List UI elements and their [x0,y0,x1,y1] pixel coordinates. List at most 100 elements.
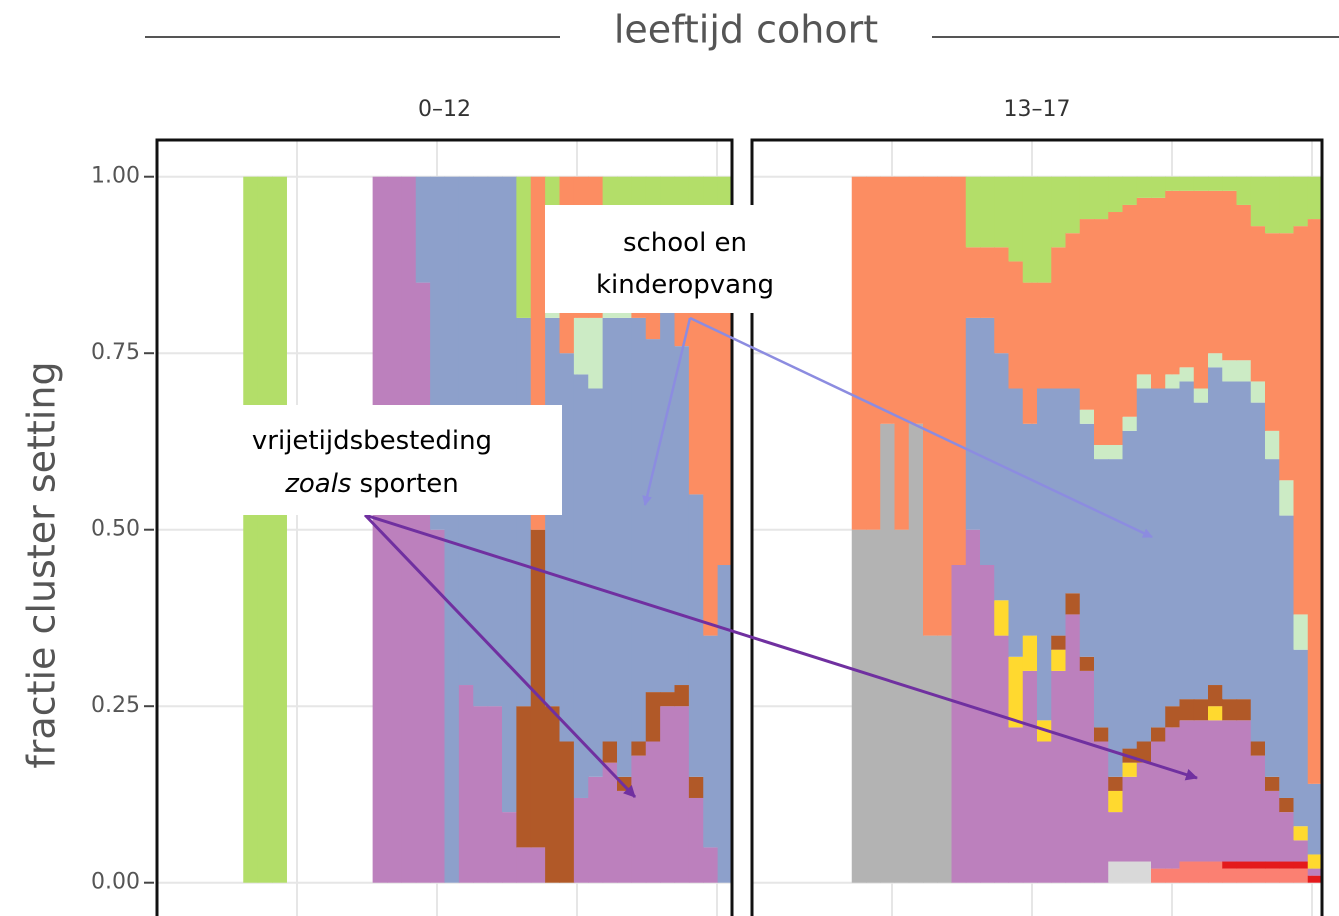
panel-border [155,138,734,916]
area-segment [1108,459,1124,777]
area-segment [1151,197,1166,389]
area-segment [1179,176,1195,191]
area-segment [851,176,867,530]
area-segment [573,374,589,798]
area-segment [937,176,953,636]
area-segment [688,494,704,777]
area-segment [980,317,995,566]
arrow [364,513,1198,781]
area-segment [1122,176,1138,205]
area-segment [272,176,287,883]
area-segment [1208,367,1223,686]
area-segment [645,692,661,742]
area-segment [573,317,589,375]
area-segment [1193,402,1209,700]
area-segment [717,282,733,566]
annotation-text: vrijetijdsbesteding [252,426,492,456]
area-segment [415,176,431,283]
area-segment [530,529,546,848]
area-segment [1293,176,1309,227]
area-segment [965,247,981,318]
area-segment [1193,190,1209,389]
area-segment [1151,176,1166,198]
area-segment [1293,868,1309,883]
area-segment [1307,875,1323,883]
annotation-run: vrijetijdsbesteding [252,426,492,456]
area-segment [1193,388,1209,403]
area-segment [1279,515,1295,798]
y-tick-label: 0.50 [91,517,140,542]
area-segment [980,247,995,318]
area-segment [1051,176,1067,248]
area-segment [994,635,1010,883]
area-segment [1122,762,1138,777]
area-segment [880,176,896,424]
area-segment [1250,226,1266,382]
area-segment [1250,176,1266,227]
area-segment [660,706,676,883]
arrow [642,317,692,506]
area-segment [617,317,632,777]
area-segment [1293,840,1309,862]
area-segment [1179,381,1195,700]
area-segment [994,247,1010,354]
annotation-run: zoals [284,469,351,499]
area-segment [617,790,632,883]
area-segment [1265,790,1280,862]
area-segment [1037,388,1052,721]
area-segment [1250,755,1266,862]
area-segment [1051,388,1067,636]
area-segment [1265,430,1280,460]
area-segment [1108,212,1124,445]
area-segment [923,635,938,883]
area-segment [1136,762,1152,862]
area-segment [631,741,647,756]
area-segment [1122,861,1138,883]
area-segment [908,423,924,883]
area-segment [1165,190,1181,375]
annotation-text: zoals sporten [284,469,459,499]
area-segment [559,353,575,742]
area-segment [1179,861,1195,883]
area-segment [1065,176,1081,234]
area-segment [645,339,661,693]
facet-title: 0–12 [418,97,471,122]
y-axis-label: fractie cluster setting [20,361,64,768]
area-segment [908,176,924,424]
area-segment [1193,699,1209,721]
area-segment [1108,790,1124,813]
area-segment [530,847,546,883]
area-segment [1179,720,1195,862]
area-segment [1065,233,1081,389]
area-segment [243,176,259,883]
area-segment [257,176,273,883]
area-segment [1193,720,1209,862]
area-segment [1008,656,1024,728]
area-segment [1236,381,1252,700]
area-segment [1236,868,1252,883]
area-segment [1022,423,1038,636]
area-segment [387,176,402,883]
area-segment [1293,614,1309,650]
area-segment [866,176,881,530]
area-segment [660,303,676,693]
area-segment [866,529,881,883]
area-segment [1051,670,1067,883]
area-segment [1079,670,1095,883]
area-segment [1208,861,1223,883]
y-tick-label: 1.00 [91,164,140,189]
area-segment [1022,670,1038,883]
area-segment [1279,812,1295,862]
area-segment [1151,741,1166,869]
area-segment [994,353,1010,601]
area-segment [1022,176,1038,283]
area-segment [1250,381,1266,403]
area-segment [1165,374,1181,389]
annotation-run: kinderopvang [596,270,774,300]
area-segment [1222,176,1238,191]
area-segment [980,176,995,248]
area-segment [1122,776,1138,862]
area-segment [1250,741,1266,756]
annotation-run: school en [623,228,747,258]
area-segment [717,565,733,883]
